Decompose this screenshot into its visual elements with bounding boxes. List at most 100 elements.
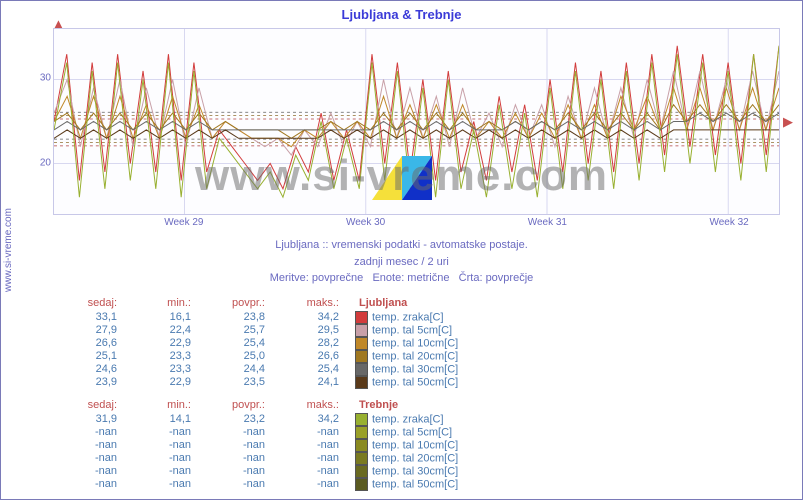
color-swatch-icon (355, 413, 368, 426)
col-header: povpr.: (201, 399, 275, 413)
cell-value: -nan (127, 478, 201, 491)
cell-value: 23,3 (127, 350, 201, 363)
cell-value: 24,6 (53, 363, 127, 376)
cell-value: 24,4 (201, 363, 275, 376)
cell-value: -nan (53, 426, 127, 439)
color-swatch-icon (355, 337, 368, 350)
color-swatch-icon (355, 426, 368, 439)
x-tick-label: Week 32 (709, 217, 748, 228)
legend-label: temp. tal 50cm[C] (372, 376, 458, 388)
col-header: sedaj: (53, 399, 127, 413)
color-swatch-icon (355, 452, 368, 465)
cell-value: -nan (53, 478, 127, 491)
col-header: min.: (127, 297, 201, 311)
legend-cell: temp. zraka[C] (349, 413, 458, 426)
table-row: -nan-nan-nan-nantemp. tal 5cm[C] (53, 426, 458, 439)
legend-label: temp. tal 10cm[C] (372, 337, 458, 349)
legend-cell: temp. tal 5cm[C] (349, 324, 458, 337)
cell-value: 34,2 (275, 413, 349, 426)
legend-cell: temp. zraka[C] (349, 311, 458, 324)
legend-label: temp. tal 30cm[C] (372, 465, 458, 477)
legend-label: temp. tal 10cm[C] (372, 439, 458, 451)
legend-cell: temp. tal 50cm[C] (349, 478, 458, 491)
x-tick-label: Week 29 (164, 217, 203, 228)
meta-line-2: zadnji mesec / 2 uri (1, 254, 802, 271)
legend-label: temp. zraka[C] (372, 311, 444, 323)
cell-value: -nan (201, 478, 275, 491)
color-swatch-icon (355, 363, 368, 376)
data-table: sedaj:min.:povpr.:maks.:Ljubljana33,116,… (53, 297, 458, 389)
color-swatch-icon (355, 465, 368, 478)
cell-value: 23,2 (201, 413, 275, 426)
cell-value: -nan (275, 478, 349, 491)
legend-label: temp. zraka[C] (372, 413, 444, 425)
table-row: -nan-nan-nan-nantemp. tal 20cm[C] (53, 452, 458, 465)
color-swatch-icon (355, 311, 368, 324)
logo-icon (372, 156, 432, 200)
x-tick-label: Week 30 (346, 217, 385, 228)
table-row: 25,123,325,026,6temp. tal 20cm[C] (53, 350, 458, 363)
chart-frame: { "site": "www.si-vreme.com", "title": "… (0, 0, 803, 500)
cell-value: -nan (53, 465, 127, 478)
col-header: min.: (127, 399, 201, 413)
cell-value: 25,7 (201, 324, 275, 337)
cell-value: 31,9 (53, 413, 127, 426)
color-swatch-icon (355, 439, 368, 452)
cell-value: 22,9 (127, 376, 201, 389)
data-table: sedaj:min.:povpr.:maks.:Trebnje31,914,12… (53, 399, 458, 491)
arrow-right-icon: ▶ (783, 114, 793, 130)
cell-value: -nan (201, 452, 275, 465)
meta-block: Ljubljana :: vremenski podatki - avtomat… (1, 237, 802, 287)
legend-cell: temp. tal 10cm[C] (349, 337, 458, 350)
cell-value: 25,4 (275, 363, 349, 376)
col-header: povpr.: (201, 297, 275, 311)
cell-value: -nan (275, 452, 349, 465)
col-header: maks.: (275, 399, 349, 413)
cell-value: 14,1 (127, 413, 201, 426)
table-row: 27,922,425,729,5temp. tal 5cm[C] (53, 324, 458, 337)
cell-value: 23,3 (127, 363, 201, 376)
cell-value: -nan (127, 426, 201, 439)
location-header: Ljubljana (349, 297, 458, 311)
color-swatch-icon (355, 376, 368, 389)
x-labels: Week 29 Week 30 Week 31 Week 32 (53, 217, 780, 231)
color-swatch-icon (355, 324, 368, 337)
legend-cell: temp. tal 30cm[C] (349, 363, 458, 376)
cell-value: 16,1 (127, 311, 201, 324)
table-row: 26,622,925,428,2temp. tal 10cm[C] (53, 337, 458, 350)
table-row: 31,914,123,234,2 temp. zraka[C] (53, 413, 458, 426)
cell-value: -nan (201, 465, 275, 478)
col-header: sedaj: (53, 297, 127, 311)
legend-cell: temp. tal 10cm[C] (349, 439, 458, 452)
legend-label: temp. tal 20cm[C] (372, 452, 458, 464)
table-row: -nan-nan-nan-nantemp. tal 50cm[C] (53, 478, 458, 491)
table-row: -nan-nan-nan-nantemp. tal 10cm[C] (53, 439, 458, 452)
legend-label: temp. tal 30cm[C] (372, 363, 458, 375)
table-row: 33,116,123,834,2temp. zraka[C] (53, 311, 458, 324)
meta-line-3: Meritve: povprečne Enote: metrične Črta:… (1, 270, 802, 287)
data-tables: sedaj:min.:povpr.:maks.:Ljubljana33,116,… (53, 297, 802, 491)
cell-value: -nan (53, 439, 127, 452)
color-swatch-icon (355, 478, 368, 491)
cell-value: -nan (127, 452, 201, 465)
color-swatch-icon (355, 350, 368, 363)
table-row: 23,922,923,524,1temp. tal 50cm[C] (53, 376, 458, 389)
col-header: maks.: (275, 297, 349, 311)
legend-cell: temp. tal 5cm[C] (349, 426, 458, 439)
legend-cell: temp. tal 30cm[C] (349, 465, 458, 478)
y-ticks: 2030 (29, 28, 51, 213)
legend-label: temp. tal 20cm[C] (372, 350, 458, 362)
table-row: -nan-nan-nan-nantemp. tal 30cm[C] (53, 465, 458, 478)
legend-label: temp. tal 5cm[C] (372, 324, 452, 336)
cell-value: 25,0 (201, 350, 275, 363)
x-tick-label: Week 31 (528, 217, 567, 228)
y-tick-label: 30 (40, 73, 51, 84)
legend-cell: temp. tal 20cm[C] (349, 452, 458, 465)
cell-value: -nan (201, 426, 275, 439)
chart-title: Ljubljana & Trebnje (1, 1, 802, 24)
cell-value: -nan (201, 439, 275, 452)
cell-value: 23,8 (201, 311, 275, 324)
legend-label: temp. tal 50cm[C] (372, 478, 458, 490)
cell-value: 26,6 (275, 350, 349, 363)
cell-value: -nan (275, 465, 349, 478)
